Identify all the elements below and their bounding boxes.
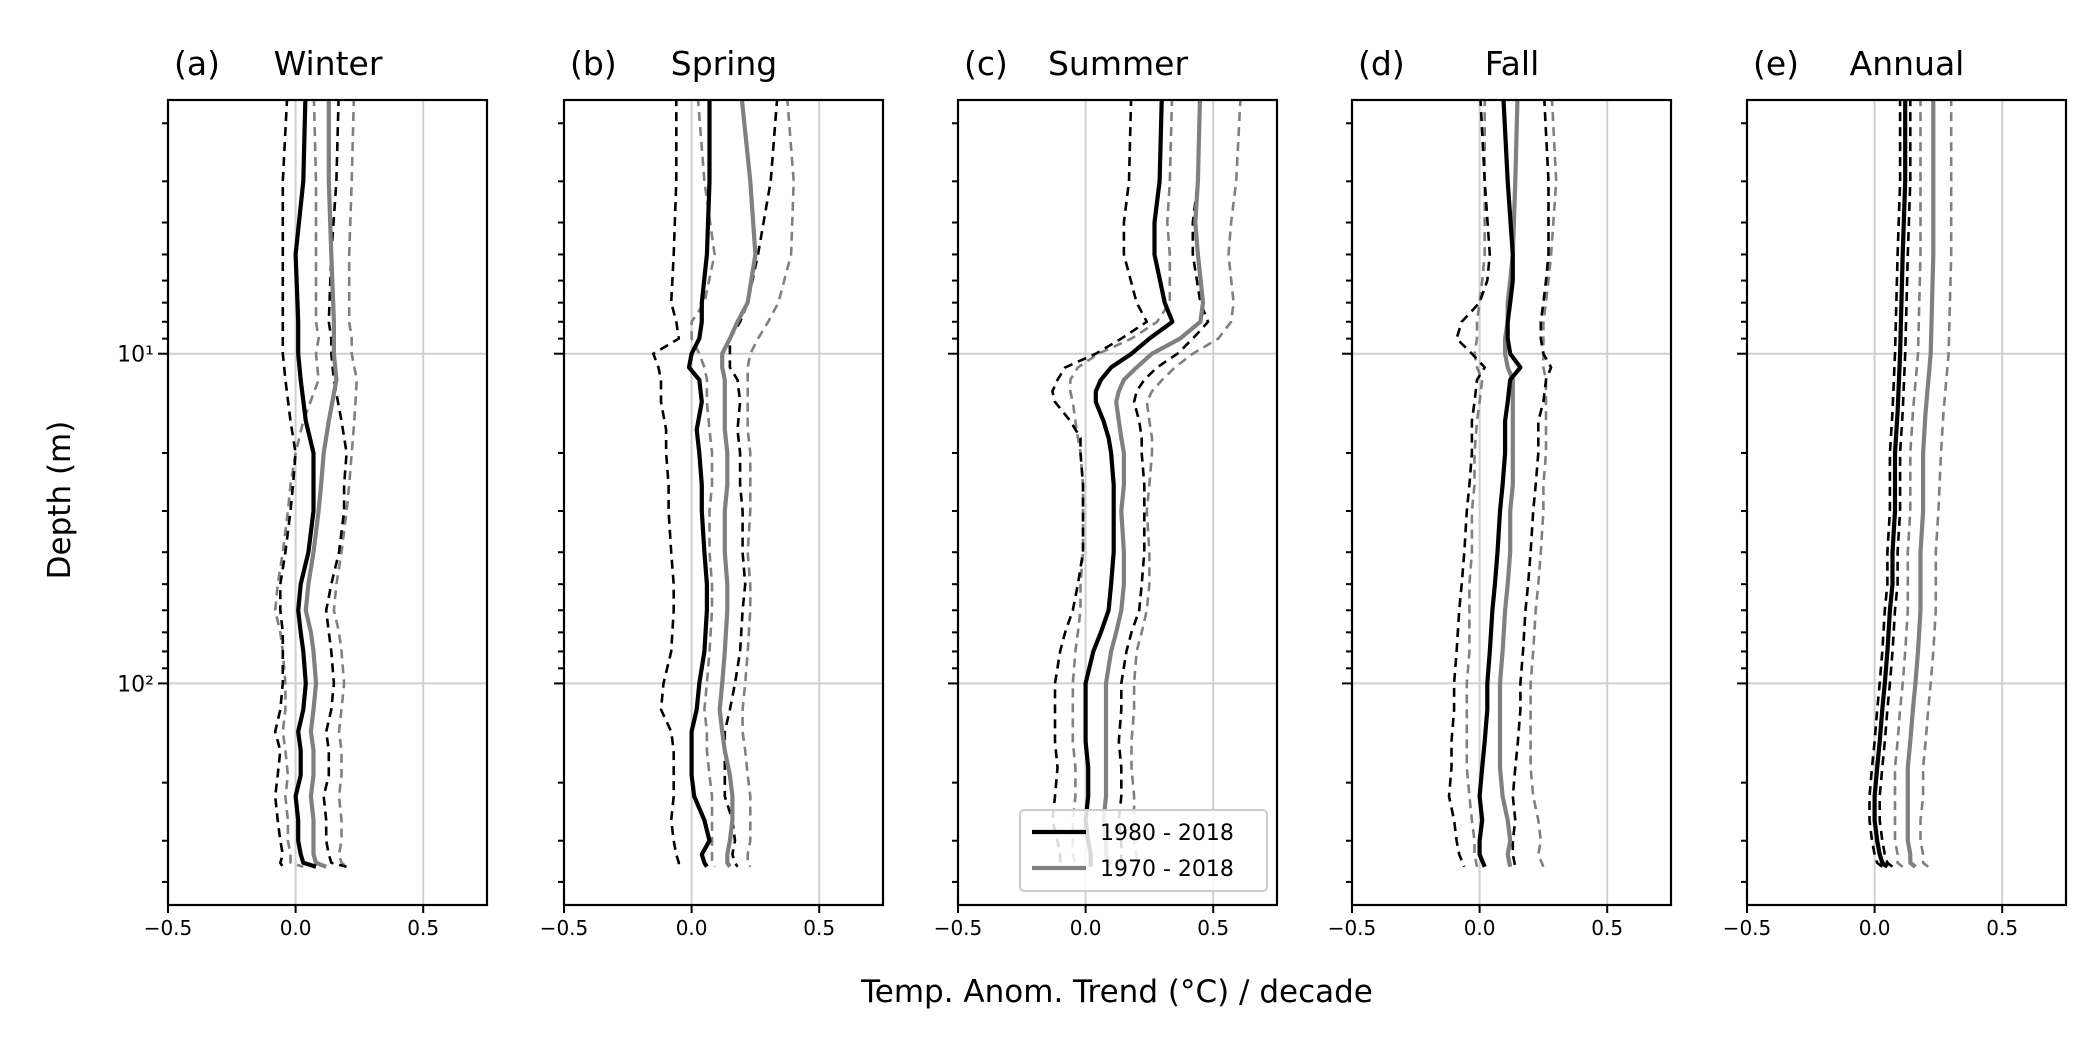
series-line-gray-trend (303, 100, 339, 869)
panel-annual: −0.5 0.0 0.5 (e) Annual (1723, 44, 2068, 940)
series-line-gray-lower-bound (1893, 100, 1922, 868)
panel-spring: −0.5 0.0 0.5 (b) Spring (540, 44, 885, 940)
series-line-black-lower-bound (1868, 100, 1902, 868)
x-axis-label: Temp. Anom. Trend (°C) / decade (860, 974, 1373, 1010)
series-line-black-trend (1872, 100, 1908, 869)
x-tick-label: −0.5 (540, 916, 589, 940)
x-tick-label: 0.5 (1591, 916, 1623, 940)
x-tick-label: 0.0 (1464, 916, 1496, 940)
x-tick-label: −0.5 (1723, 916, 1772, 940)
series-line-black-upper-bound (1878, 100, 1912, 868)
panel-title: Annual (1850, 44, 1965, 83)
x-tick-label: −0.5 (934, 916, 983, 940)
series-line-black-upper-bound (1117, 100, 1210, 867)
series-line-gray-trend (1101, 100, 1206, 867)
series-line-gray-upper-bound (1529, 100, 1558, 868)
series-line-black-trend (293, 100, 317, 869)
panel-fall: −0.5 0.0 0.5 (d) Fall (1328, 44, 1673, 940)
series-line-gray-upper-bound (741, 100, 796, 868)
legend: 1980 - 2018 1970 - 2018 (1019, 809, 1268, 892)
x-tick-label: 0.5 (1197, 916, 1229, 940)
panel-title: Winter (274, 44, 383, 83)
series-line-black-trend (1477, 100, 1523, 868)
panel-winter: −0.5 0.0 0.5 10¹ 10² (a) Winter (117, 44, 489, 940)
legend-entry: 1970 - 2018 (1100, 857, 1234, 882)
panel-title: Spring (671, 44, 778, 83)
series-line-black-lower-bound (273, 100, 297, 868)
axes-frame (562, 98, 885, 907)
panel-label: (c) (964, 44, 1008, 83)
x-tick-label: −0.5 (1328, 916, 1377, 940)
y-tick-label: 10² (117, 672, 154, 697)
panel-summer: −0.5 0.0 0.5 (c) Summer 1980 - 2018 1970 - 201… (934, 44, 1279, 940)
series-line-gray-lower-bound (690, 100, 716, 868)
panel-title: Fall (1485, 44, 1540, 83)
series-line-black-trend (1083, 100, 1175, 867)
series-line-black-upper-bound (322, 100, 348, 869)
series-group (1868, 100, 1953, 869)
axes-frame (1745, 98, 2068, 907)
panel-label: (b) (570, 44, 617, 83)
x-tick-label: 0.0 (676, 916, 708, 940)
series-line-gray-lower-bound (1465, 100, 1486, 868)
x-tick-label: 0.0 (1859, 916, 1891, 940)
panel-label: (e) (1753, 44, 1799, 83)
legend-entry: 1980 - 2018 (1100, 821, 1234, 846)
series-group (273, 100, 359, 869)
series-group (651, 100, 796, 868)
series-line-gray-trend (717, 100, 758, 868)
x-tick-label: 0.5 (407, 916, 439, 940)
series-line-black-lower-bound (1447, 100, 1492, 868)
x-tick-label: 0.0 (280, 916, 312, 940)
series-line-gray-upper-bound (332, 100, 359, 868)
series-line-black-lower-bound (651, 100, 681, 867)
series-line-black-trend (686, 100, 712, 868)
series-line-gray-upper-bound (1919, 100, 1953, 868)
y-tick-label: 10¹ (117, 343, 154, 368)
x-tick-label: 0.0 (1070, 916, 1102, 940)
series-group (1051, 100, 1242, 867)
x-tick-label: 0.5 (803, 916, 835, 940)
y-axis-label: Depth (m) (42, 421, 78, 580)
series-line-black-lower-bound (1051, 100, 1149, 867)
series-line-gray-lower-bound (273, 100, 320, 869)
axes-frame (166, 98, 489, 907)
panel-title: Summer (1048, 44, 1188, 83)
series-line-gray-trend (1905, 100, 1936, 869)
panel-label: (a) (174, 44, 220, 83)
x-tick-label: −0.5 (144, 916, 193, 940)
series-group (1447, 100, 1558, 868)
axes-frame (956, 98, 1279, 907)
x-tick-label: 0.5 (1986, 916, 2018, 940)
panel-label: (d) (1358, 44, 1405, 83)
series-line-black-upper-bound (1511, 100, 1553, 868)
panels: −0.5 0.0 0.5 10¹ 10² (a) Winter −0.5 0.0 0.5 (b) Sp… (117, 44, 2068, 940)
axes-frame (1350, 98, 1673, 907)
series-line-gray-upper-bound (1130, 100, 1242, 867)
